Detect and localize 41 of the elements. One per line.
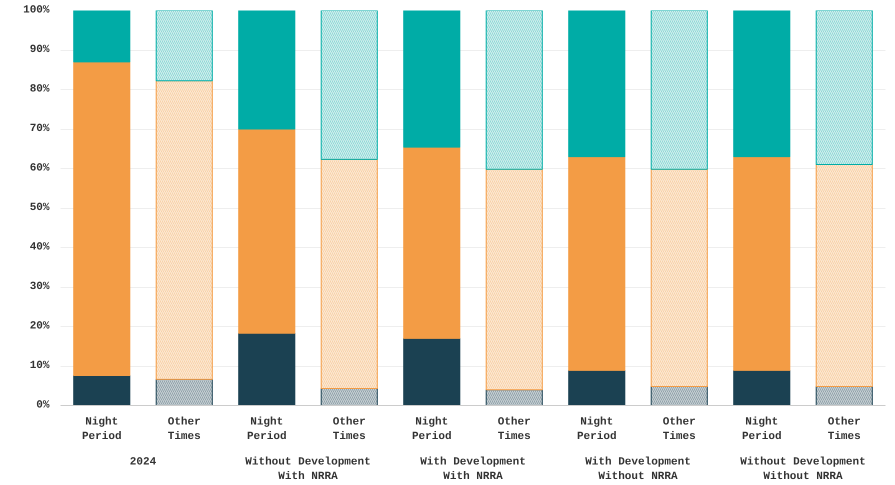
bar: [733, 10, 790, 158]
x-tick-label: Other Times: [332, 416, 366, 443]
bar: [238, 332, 296, 406]
bar: [403, 10, 460, 148]
y-tick-label: 20%: [30, 320, 50, 332]
text: 2024: [130, 456, 157, 468]
bar: [238, 128, 296, 334]
bar: [733, 156, 790, 371]
x-tick-label: Night Period: [412, 416, 452, 443]
y-tick-label: 40%: [30, 242, 50, 254]
bar: [73, 10, 130, 62]
x-tick-label: Night Period: [82, 416, 122, 443]
text: Without Development With NRRA: [245, 456, 371, 483]
x-tick-label: Other Times: [498, 416, 531, 443]
x-tick-label: Night Period: [742, 416, 782, 443]
y-tick-label: 50%: [30, 202, 50, 214]
bar: [73, 374, 130, 406]
x-tick-label: Night Period: [246, 416, 287, 443]
bar: [568, 10, 626, 158]
y-tick-label: 60%: [30, 162, 50, 174]
y-tick-label: 10%: [30, 360, 50, 372]
x-tick-label: Other Times: [662, 416, 696, 443]
bar: [73, 61, 130, 376]
x-tick-label: Other Times: [168, 416, 201, 443]
bar: [238, 10, 296, 130]
text: With Development Without NRRA: [585, 456, 691, 483]
bar: [733, 370, 790, 406]
y-tick-label: 0%: [36, 400, 50, 412]
text: With Development With NRRA: [420, 456, 526, 483]
bar: [403, 338, 460, 406]
y-tick-label: 80%: [30, 84, 50, 96]
bar: [568, 156, 626, 371]
y-tick-label: 70%: [30, 123, 50, 135]
bar: [568, 370, 626, 406]
x-tick-label: Other Times: [828, 416, 861, 443]
y-tick-label: 90%: [30, 44, 50, 56]
y-tick-label: 30%: [30, 281, 50, 293]
text: Without Development Without NRRA: [740, 456, 866, 483]
bar: [403, 146, 460, 339]
x-tick-label: Night Period: [576, 416, 617, 443]
y-tick-label: 100%: [23, 4, 50, 16]
